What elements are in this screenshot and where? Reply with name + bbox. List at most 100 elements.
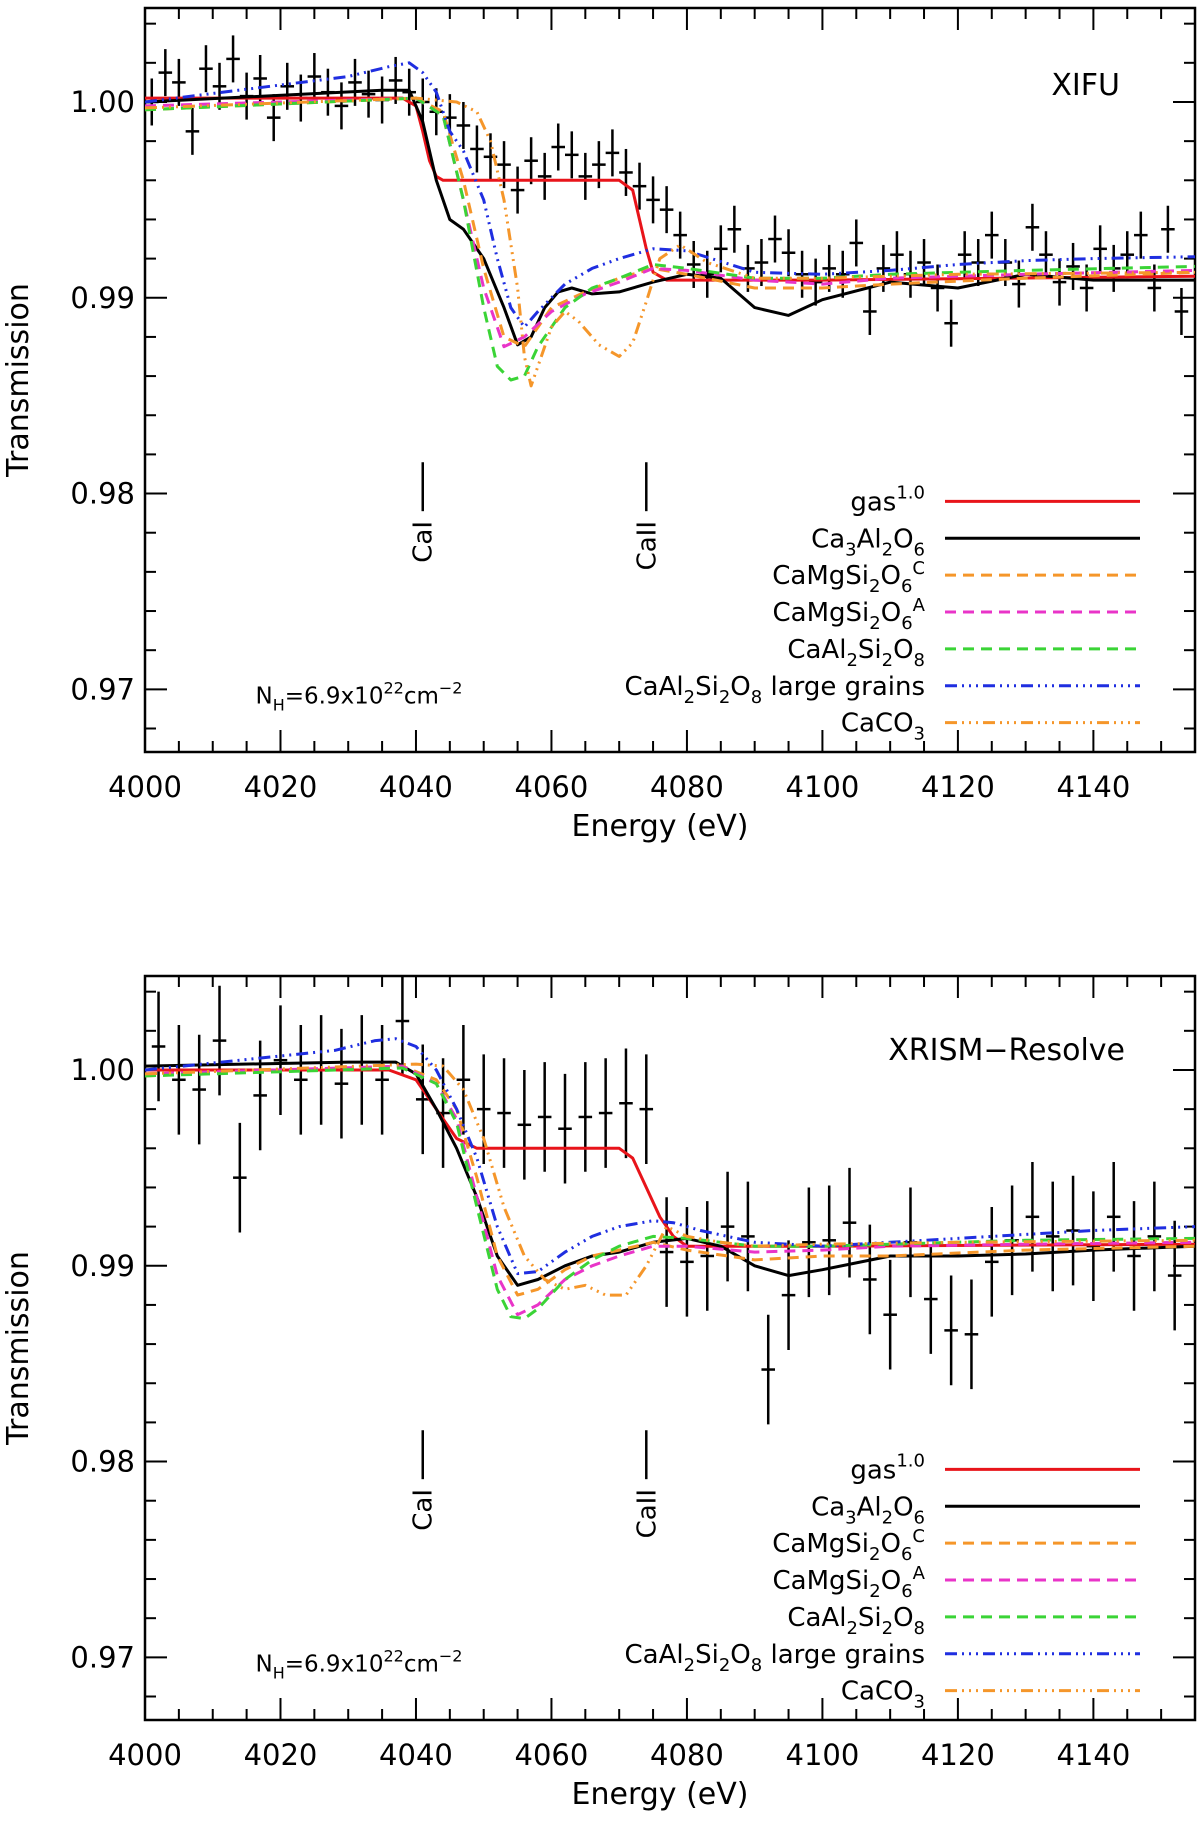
xifu-y-axis-title: Transmission <box>1 283 36 478</box>
data-point <box>185 107 200 155</box>
data-point <box>565 131 579 179</box>
data-point <box>1045 1181 1060 1292</box>
data-point <box>802 1187 816 1298</box>
data-point <box>822 1185 836 1296</box>
data-point <box>456 1024 471 1135</box>
legend-entry: CaAl2Si2O8 <box>787 1603 1140 1639</box>
xrism-resolve-x-ticks <box>144 976 1196 1720</box>
data-point <box>639 1054 654 1164</box>
data-point <box>334 1028 349 1139</box>
y-tick-label: 1.00 <box>70 85 135 119</box>
series-camgsi2o6-c <box>145 96 1195 349</box>
data-point <box>456 101 471 149</box>
legend-label: Ca3Al2O6 <box>811 1492 925 1528</box>
legend-label: CaMgSi2O6A <box>773 595 926 634</box>
data-point <box>294 1024 308 1135</box>
xifu-y-ticks <box>145 22 1195 730</box>
x-tick-label: 4140 <box>1056 1738 1130 1772</box>
xifu-nh-annotation: NH=6.9x1022cm−2 <box>255 678 462 714</box>
data-point <box>334 82 349 130</box>
data-point <box>1012 260 1026 308</box>
data-point <box>510 166 525 214</box>
xrism-resolve-plot-area <box>145 976 1195 1425</box>
x-tick-label: 4140 <box>1056 770 1130 804</box>
data-point <box>280 62 295 110</box>
x-tick-label: 4000 <box>108 1738 182 1772</box>
data-point <box>863 287 877 335</box>
data-point <box>470 125 484 173</box>
data-point <box>375 1024 389 1135</box>
data-point <box>524 137 538 185</box>
data-point <box>226 35 240 83</box>
legend-entry: Ca3Al2O6 <box>811 524 1140 560</box>
edge-label: CaII <box>632 521 662 570</box>
xifu-plot-frame <box>143 6 1197 754</box>
legend-label: CaAl2Si2O8 large grains <box>625 1640 925 1676</box>
legend-entry: CaMgSi2O6C <box>772 558 1140 597</box>
legend-label: CaMgSi2O6C <box>772 1526 925 1565</box>
data-point <box>192 1034 206 1145</box>
legend-entry: CaCO3 <box>841 709 1140 745</box>
data-point <box>1120 231 1135 279</box>
data-point <box>659 1197 674 1307</box>
data-point <box>1174 287 1189 335</box>
data-point <box>497 1058 511 1168</box>
data-point <box>172 1024 186 1135</box>
data-point <box>646 176 660 224</box>
data-point <box>1079 264 1094 312</box>
series-camgsi2o6-a <box>145 96 1195 349</box>
data-point <box>720 1171 735 1282</box>
data-point <box>537 152 552 200</box>
data-point <box>212 985 227 1096</box>
x-tick-label: 4040 <box>379 770 453 804</box>
data-point <box>944 299 958 347</box>
data-point <box>1039 231 1053 279</box>
data-point <box>1127 1201 1141 1311</box>
legend-entry: Ca3Al2O6 <box>811 1492 1140 1528</box>
xrism-resolve-y-axis-title: Transmission <box>1 1251 36 1446</box>
y-tick-label: 0.98 <box>70 1445 135 1479</box>
data-point <box>361 70 376 118</box>
data-point <box>1106 1162 1121 1272</box>
data-point <box>619 1048 633 1159</box>
y-tick-label: 1.00 <box>70 1053 135 1087</box>
data-point <box>890 231 904 279</box>
data-point <box>714 225 728 273</box>
series-caal2si2o8 <box>145 1066 1195 1321</box>
data-point <box>517 1069 532 1180</box>
series-camgsi2o6-a <box>145 1064 1195 1317</box>
data-point <box>476 1054 491 1164</box>
legend-label: gas1.0 <box>850 1450 925 1485</box>
data-point <box>985 211 999 259</box>
data-point <box>673 211 687 259</box>
data-point <box>883 1259 897 1370</box>
legend-label: CaAl2Si2O8 <box>787 635 925 671</box>
legend-label: CaMgSi2O6A <box>773 1563 926 1602</box>
series-gas1.0 <box>145 1068 1195 1248</box>
x-tick-label: 4080 <box>650 770 724 804</box>
data-point <box>768 215 782 263</box>
x-tick-label: 4060 <box>515 1738 589 1772</box>
xifu-legend: gas1.0Ca3Al2O6CaMgSi2O6CCaMgSi2O6ACaAl2S… <box>625 482 1140 745</box>
data-point <box>1093 225 1107 273</box>
data-point <box>598 1058 613 1168</box>
x-tick-label: 4120 <box>921 1738 995 1772</box>
xrism-resolve-edge-labels: CaI CaII <box>409 1430 662 1538</box>
legend-label: gas1.0 <box>850 482 925 517</box>
y-tick-label: 0.97 <box>70 1640 135 1674</box>
xifu-panel: 4000 4020 4040 4060 4080 4100 4120 4140 0.97 0.98… <box>1 6 1197 844</box>
legend-entry: CaMgSi2O6A <box>773 1563 1140 1602</box>
data-point <box>1066 242 1080 290</box>
y-tick-label: 0.99 <box>70 281 135 315</box>
data-point <box>151 991 166 1102</box>
legend-entry: CaMgSi2O6C <box>772 1526 1140 1565</box>
legend-label: CaAl2Si2O8 large grains <box>625 672 925 708</box>
xifu-plot-area <box>145 35 1195 388</box>
xifu-x-axis-title: Energy (eV) <box>572 809 749 844</box>
y-tick-label: 0.97 <box>70 672 135 706</box>
data-point <box>985 1207 999 1317</box>
data-point <box>842 1167 857 1278</box>
xifu-x-ticks <box>144 8 1196 752</box>
x-tick-label: 4020 <box>244 1738 318 1772</box>
